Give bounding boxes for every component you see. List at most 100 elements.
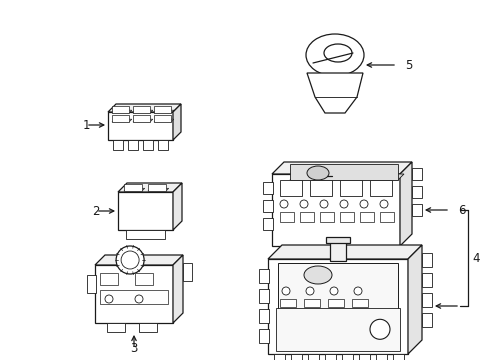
Circle shape [359,200,367,208]
Polygon shape [173,183,182,230]
Bar [280,212,293,222]
Bar [379,212,393,222]
Bar [329,241,346,261]
Bar [259,289,268,303]
Polygon shape [173,255,183,323]
Bar [341,354,352,360]
Bar [271,174,399,246]
Polygon shape [173,104,181,140]
Polygon shape [289,174,403,180]
Circle shape [319,200,327,208]
Circle shape [280,200,287,208]
Polygon shape [154,119,173,122]
Text: 2: 2 [92,204,100,217]
Bar [95,265,173,323]
Ellipse shape [306,166,328,180]
Circle shape [135,295,142,303]
Bar [158,140,168,150]
Bar [307,354,318,360]
Polygon shape [108,104,181,112]
Bar [259,269,268,283]
Bar [364,246,375,256]
Bar [87,275,96,293]
Bar [118,192,173,230]
Bar [358,354,369,360]
Polygon shape [267,245,421,259]
Bar [280,299,295,307]
Bar [154,115,171,122]
Bar [133,115,150,122]
Polygon shape [148,188,168,191]
Circle shape [329,287,337,295]
Circle shape [282,287,289,295]
Text: 5: 5 [404,59,411,72]
Bar [267,259,407,354]
Bar [304,299,319,307]
Bar [411,168,421,180]
Bar [325,354,335,360]
Bar [107,323,125,332]
Bar [280,180,302,196]
Text: 1: 1 [82,118,90,131]
Bar [133,106,150,113]
Bar [139,323,157,332]
Polygon shape [271,162,411,174]
Bar [126,230,164,239]
Bar [359,212,373,222]
Text: 4: 4 [471,252,479,265]
Bar [290,354,302,360]
Bar [339,212,353,222]
Bar [351,299,367,307]
Bar [369,180,391,196]
Bar [381,246,392,256]
Bar [259,329,268,343]
Bar [421,313,431,327]
Bar [112,106,129,113]
Bar [135,273,153,285]
Polygon shape [306,73,362,113]
Bar [148,184,165,191]
Polygon shape [154,110,173,113]
Bar [112,115,129,122]
Bar [392,354,403,360]
Bar [309,180,331,196]
Bar [275,309,399,351]
Bar [375,354,386,360]
Circle shape [121,251,139,269]
Bar [421,253,431,267]
Polygon shape [95,255,183,265]
Bar [263,200,272,212]
Polygon shape [133,119,152,122]
Polygon shape [118,183,182,192]
Text: 3: 3 [130,342,138,356]
Bar [421,293,431,307]
Bar [259,309,268,323]
Bar [100,290,168,304]
Polygon shape [407,245,421,354]
Ellipse shape [324,44,351,62]
Bar [113,140,123,150]
Text: 6: 6 [457,203,465,216]
Circle shape [299,200,307,208]
Bar [347,246,358,256]
Bar [124,184,142,191]
Polygon shape [112,119,132,122]
Bar [280,246,290,256]
Circle shape [116,246,144,274]
Bar [313,246,325,256]
Bar [339,180,361,196]
Circle shape [339,200,347,208]
Bar [128,140,138,150]
Circle shape [369,319,389,339]
Polygon shape [133,110,152,113]
Circle shape [305,287,313,295]
Polygon shape [399,162,411,246]
Ellipse shape [305,34,363,76]
Bar [421,273,431,287]
Bar [296,246,307,256]
Bar [278,263,397,309]
Bar [330,246,341,256]
Bar [411,186,421,198]
Bar [108,112,173,140]
Bar [263,218,272,230]
